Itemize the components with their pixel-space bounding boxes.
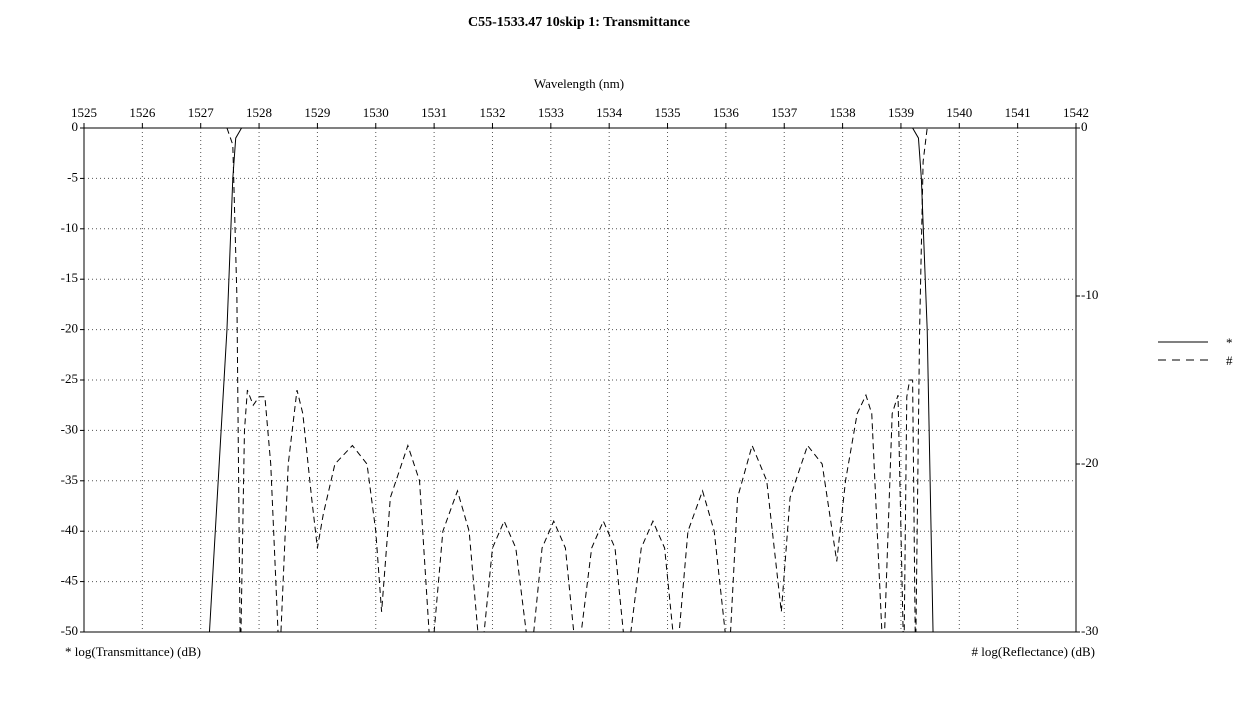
y-tick-label: -10 (61, 220, 78, 235)
x-tick-label: 1537 (771, 105, 798, 120)
x-tick-label: 1535 (655, 105, 681, 120)
series-line (208, 128, 934, 632)
x-axis-label: Wavelength (nm) (534, 76, 624, 91)
y-tick-label: -25 (61, 371, 78, 386)
x-tick-label: 1531 (421, 105, 447, 120)
y-tick-label: -15 (61, 270, 78, 285)
x-tick-label: 1539 (888, 105, 914, 120)
x-tick-label: 1542 (1063, 105, 1089, 120)
x-tick-label: 1528 (246, 105, 272, 120)
x-tick-label: 1526 (129, 105, 156, 120)
y-axis-label: * log(Transmittance) (dB) (65, 644, 201, 659)
y2-tick-label: -30 (1081, 623, 1098, 638)
plot-area (208, 128, 934, 632)
y-tick-label: -30 (61, 421, 78, 436)
x-tick-label: 1536 (713, 105, 740, 120)
x-tick-label: 1534 (596, 105, 623, 120)
y2-tick-label: -20 (1081, 455, 1098, 470)
x-tick-label: 1538 (830, 105, 856, 120)
x-tick-label: 1525 (71, 105, 97, 120)
y-tick-label: -45 (61, 573, 78, 588)
legend-label: * (1226, 335, 1233, 350)
y-tick-label: -50 (61, 623, 78, 638)
y-tick-label: -40 (61, 522, 78, 537)
x-tick-label: 1529 (304, 105, 330, 120)
y2-axis-label: # log(Reflectance) (dB) (972, 644, 1095, 659)
x-tick-label: 1541 (1005, 105, 1031, 120)
x-tick-label: 1532 (479, 105, 505, 120)
y-tick-label: -5 (67, 169, 78, 184)
y2-tick-label: -10 (1081, 287, 1098, 302)
chart-title: C55-1533.47 10skip 1: Transmittance (468, 15, 690, 30)
y2-tick-label: 0 (1081, 119, 1088, 134)
series-line (226, 128, 928, 632)
x-tick-label: 1533 (538, 105, 564, 120)
y-tick-label: -20 (61, 321, 78, 336)
y-tick-label: 0 (72, 119, 79, 134)
legend-label: # (1226, 353, 1233, 368)
x-tick-label: 1540 (946, 105, 972, 120)
x-tick-label: 1527 (188, 105, 215, 120)
y-tick-label: -35 (61, 472, 78, 487)
x-tick-label: 1530 (363, 105, 389, 120)
